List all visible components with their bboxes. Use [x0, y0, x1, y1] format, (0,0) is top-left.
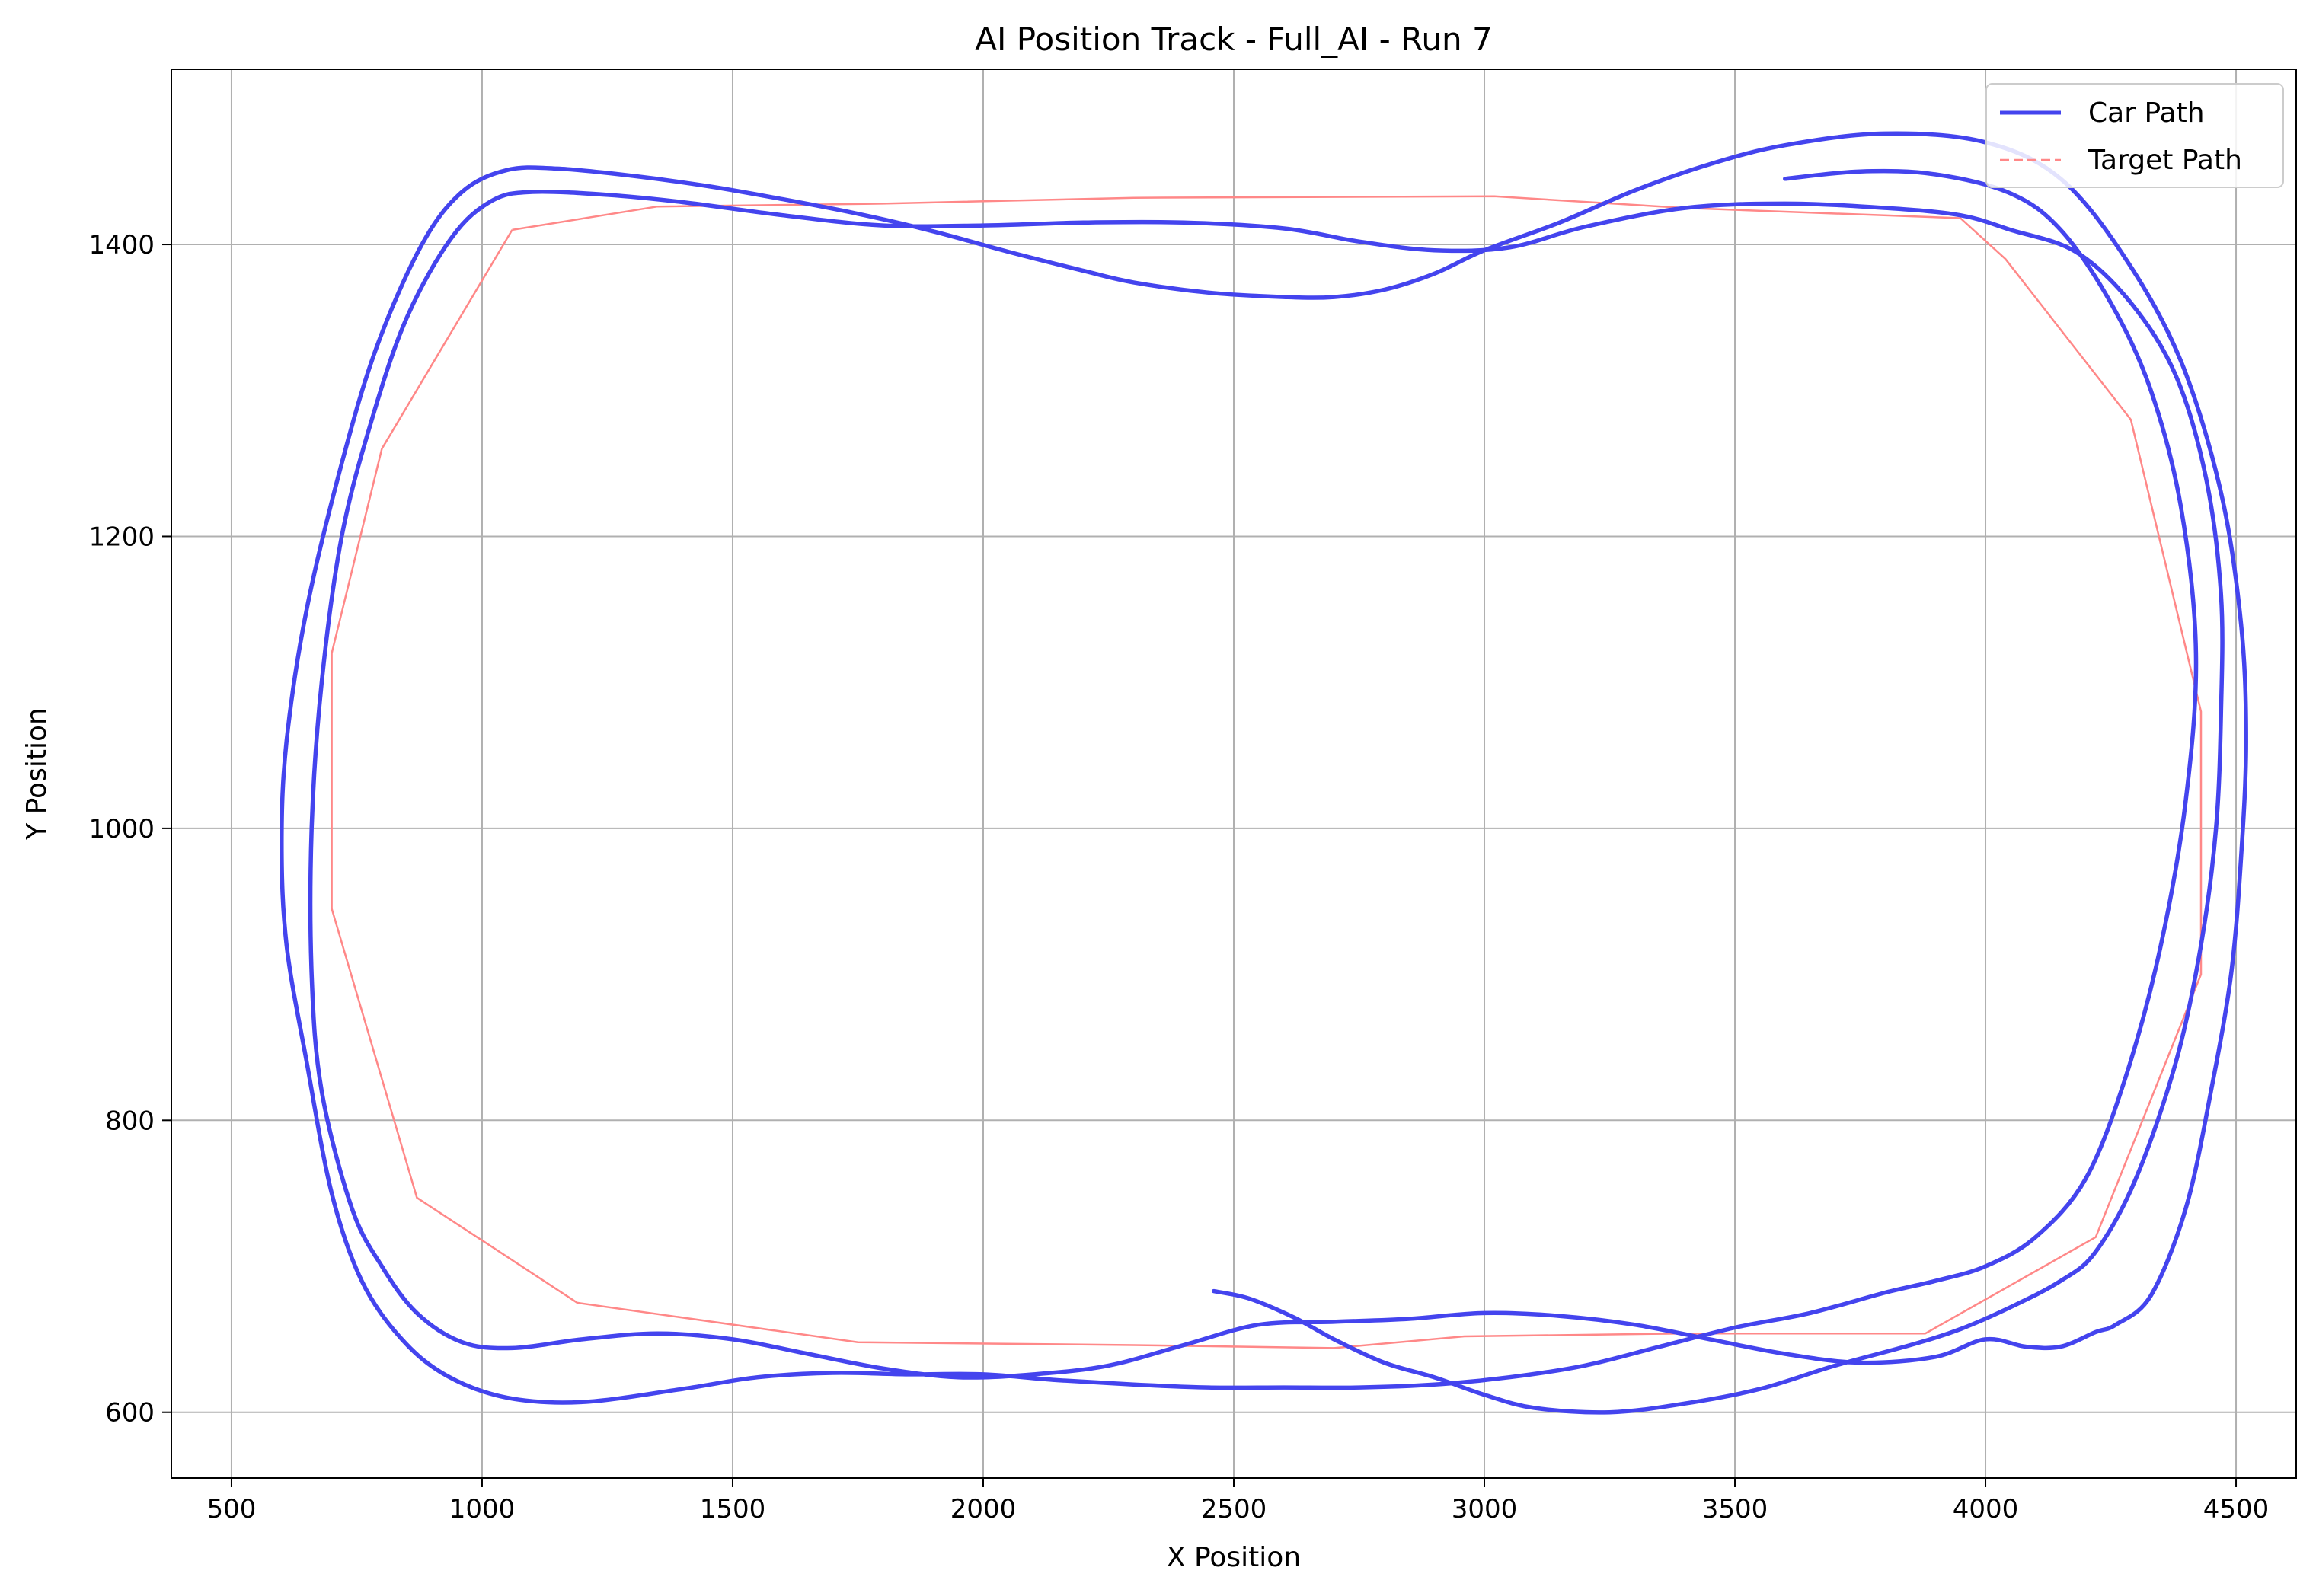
x-tick-label-3000: 3000: [1452, 1494, 1518, 1524]
grid-lines: [171, 69, 2296, 1478]
x-tick-label-1000: 1000: [449, 1494, 516, 1524]
legend: Car Path Target Path: [1985, 83, 2284, 188]
y-tick-label-800: 800: [105, 1106, 155, 1136]
chart-title: AI Position Track - Full_AI - Run 7: [975, 21, 1493, 58]
x-tick-label-500: 500: [207, 1494, 257, 1524]
y-tick-label-600: 600: [105, 1398, 155, 1428]
y-axis-label: Y Position: [21, 707, 53, 841]
series-line-target-path: [331, 195, 2203, 1349]
series-lines: [280, 131, 2248, 1415]
x-tick-label-2000: 2000: [950, 1494, 1017, 1524]
x-tick-label-3500: 3500: [1702, 1494, 1768, 1524]
legend-label-target-path: Target Path: [2088, 145, 2242, 176]
legend-box: [1985, 83, 2284, 188]
x-axis-label: X Position: [1167, 1542, 1301, 1573]
y-tick-label-1400: 1400: [88, 230, 155, 260]
y-tick-label-1200: 1200: [88, 522, 155, 552]
series-line-car-path: [280, 131, 2248, 1415]
x-tick-label-4000: 4000: [1953, 1494, 2019, 1524]
x-tick-label-2500: 2500: [1201, 1494, 1267, 1524]
axis-ticks: 500 1000 1500 2000 2500 3000 3500 4000 4500 600 80…: [88, 230, 2269, 1524]
x-tick-label-1500: 1500: [700, 1494, 766, 1524]
legend-label-car-path: Car Path: [2088, 97, 2205, 129]
x-tick-label-4500: 4500: [2203, 1494, 2270, 1524]
y-tick-label-1000: 1000: [88, 814, 155, 844]
